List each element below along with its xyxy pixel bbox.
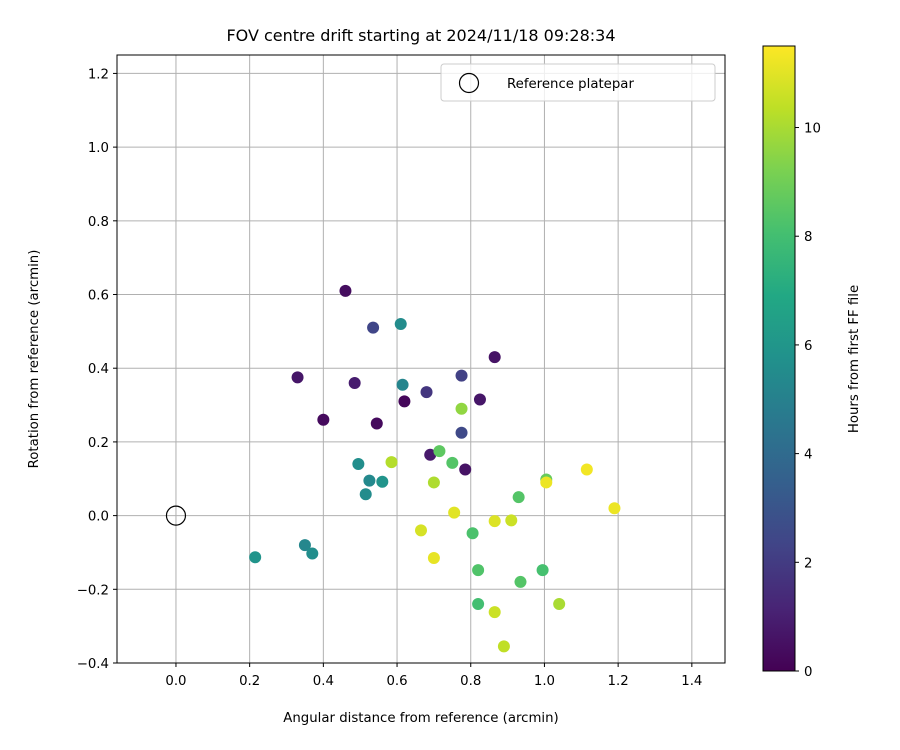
data-point	[455, 369, 468, 382]
data-point	[472, 598, 485, 611]
y-axis-ticks: −0.4 −0.2 0.0 0.2 0.4 0.6 0.8 1.0 1.2	[77, 67, 117, 672]
y-tick-label: 1.0	[88, 141, 109, 156]
x-tick-label: 1.2	[608, 674, 629, 689]
reference-point-marker	[165, 505, 187, 526]
y-tick-label: 0.2	[88, 436, 109, 451]
data-point	[488, 351, 501, 364]
colorbar: 0 2 4 6 8 10 Hours from first FF file	[762, 45, 862, 680]
colorbar-tick-label: 6	[804, 339, 812, 354]
colorbar-tick-label: 0	[804, 665, 812, 680]
colorbar-label: Hours from first FF file	[847, 285, 862, 433]
reference-marker-layer	[165, 505, 187, 526]
data-point	[446, 456, 459, 469]
legend-label: Reference platepar	[507, 77, 634, 92]
data-point	[249, 551, 262, 564]
y-tick-label: −0.4	[77, 657, 109, 672]
data-point	[348, 376, 361, 389]
data-point	[473, 393, 486, 406]
data-point	[306, 547, 319, 560]
data-point	[339, 284, 352, 297]
data-point	[488, 515, 501, 528]
data-point	[385, 456, 398, 469]
x-tick-label: 0.4	[313, 674, 334, 689]
data-point	[472, 564, 485, 577]
x-tick-label: 1.4	[681, 674, 702, 689]
data-point	[497, 640, 510, 653]
data-point	[291, 371, 304, 384]
data-point	[424, 448, 437, 461]
colorbar-ticks: 0 2 4 6 8 10	[795, 122, 821, 680]
data-point	[466, 527, 479, 540]
data-point	[427, 551, 440, 564]
y-axis-label: Rotation from reference (arcmin)	[27, 250, 42, 469]
data-point	[427, 476, 440, 489]
data-point	[512, 491, 525, 504]
data-point	[488, 606, 501, 619]
data-points	[249, 284, 621, 653]
data-point	[448, 506, 461, 519]
x-tick-label: 1.0	[534, 674, 555, 689]
data-point	[415, 524, 427, 537]
data-point	[359, 488, 372, 501]
data-point	[455, 426, 468, 439]
data-point	[352, 458, 365, 471]
data-point	[394, 317, 407, 330]
y-tick-label: 0.4	[88, 362, 109, 377]
chart-title: FOV centre drift starting at 2024/11/18 …	[226, 26, 615, 45]
data-point	[420, 386, 433, 399]
x-axis-ticks: 0.0 0.2 0.4 0.6 0.8 1.0 1.2 1.4	[165, 663, 702, 689]
data-point	[608, 502, 621, 515]
x-axis-label: Angular distance from reference (arcmin)	[283, 711, 558, 726]
x-tick-label: 0.8	[460, 674, 481, 689]
data-point	[298, 539, 311, 552]
legend-box	[440, 63, 716, 102]
x-tick-label: 0.6	[386, 674, 407, 689]
colorbar-tick-label: 10	[804, 122, 821, 137]
y-tick-label: 0.0	[88, 510, 109, 525]
y-tick-label: 1.2	[88, 67, 109, 82]
data-point	[505, 514, 518, 527]
legend-marker-icon	[458, 72, 480, 94]
data-point	[553, 598, 566, 611]
data-point	[363, 474, 376, 487]
y-tick-label: 0.8	[88, 215, 109, 230]
colorbar-tick-label: 8	[804, 230, 812, 245]
colorbar-gradient	[762, 45, 796, 672]
colorbar-tick-label: 4	[804, 448, 812, 463]
plot-frame	[116, 54, 726, 664]
legend: Reference platepar	[440, 63, 716, 102]
data-point	[396, 378, 409, 391]
y-tick-label: −0.2	[77, 583, 109, 598]
data-point	[433, 445, 446, 458]
grid	[117, 55, 725, 664]
data-point	[580, 463, 593, 476]
x-tick-label: 0.2	[239, 674, 260, 689]
data-point	[459, 463, 472, 476]
data-point	[540, 476, 553, 489]
y-tick-label: 0.6	[88, 289, 109, 304]
data-point	[455, 402, 468, 415]
data-point	[514, 575, 527, 588]
x-tick-label: 0.0	[165, 674, 186, 689]
data-point	[398, 395, 411, 408]
data-point	[370, 417, 383, 430]
data-point	[367, 321, 380, 334]
data-point	[536, 564, 549, 577]
colorbar-tick-label: 2	[804, 556, 812, 571]
data-point	[376, 475, 389, 488]
data-point	[317, 413, 330, 426]
